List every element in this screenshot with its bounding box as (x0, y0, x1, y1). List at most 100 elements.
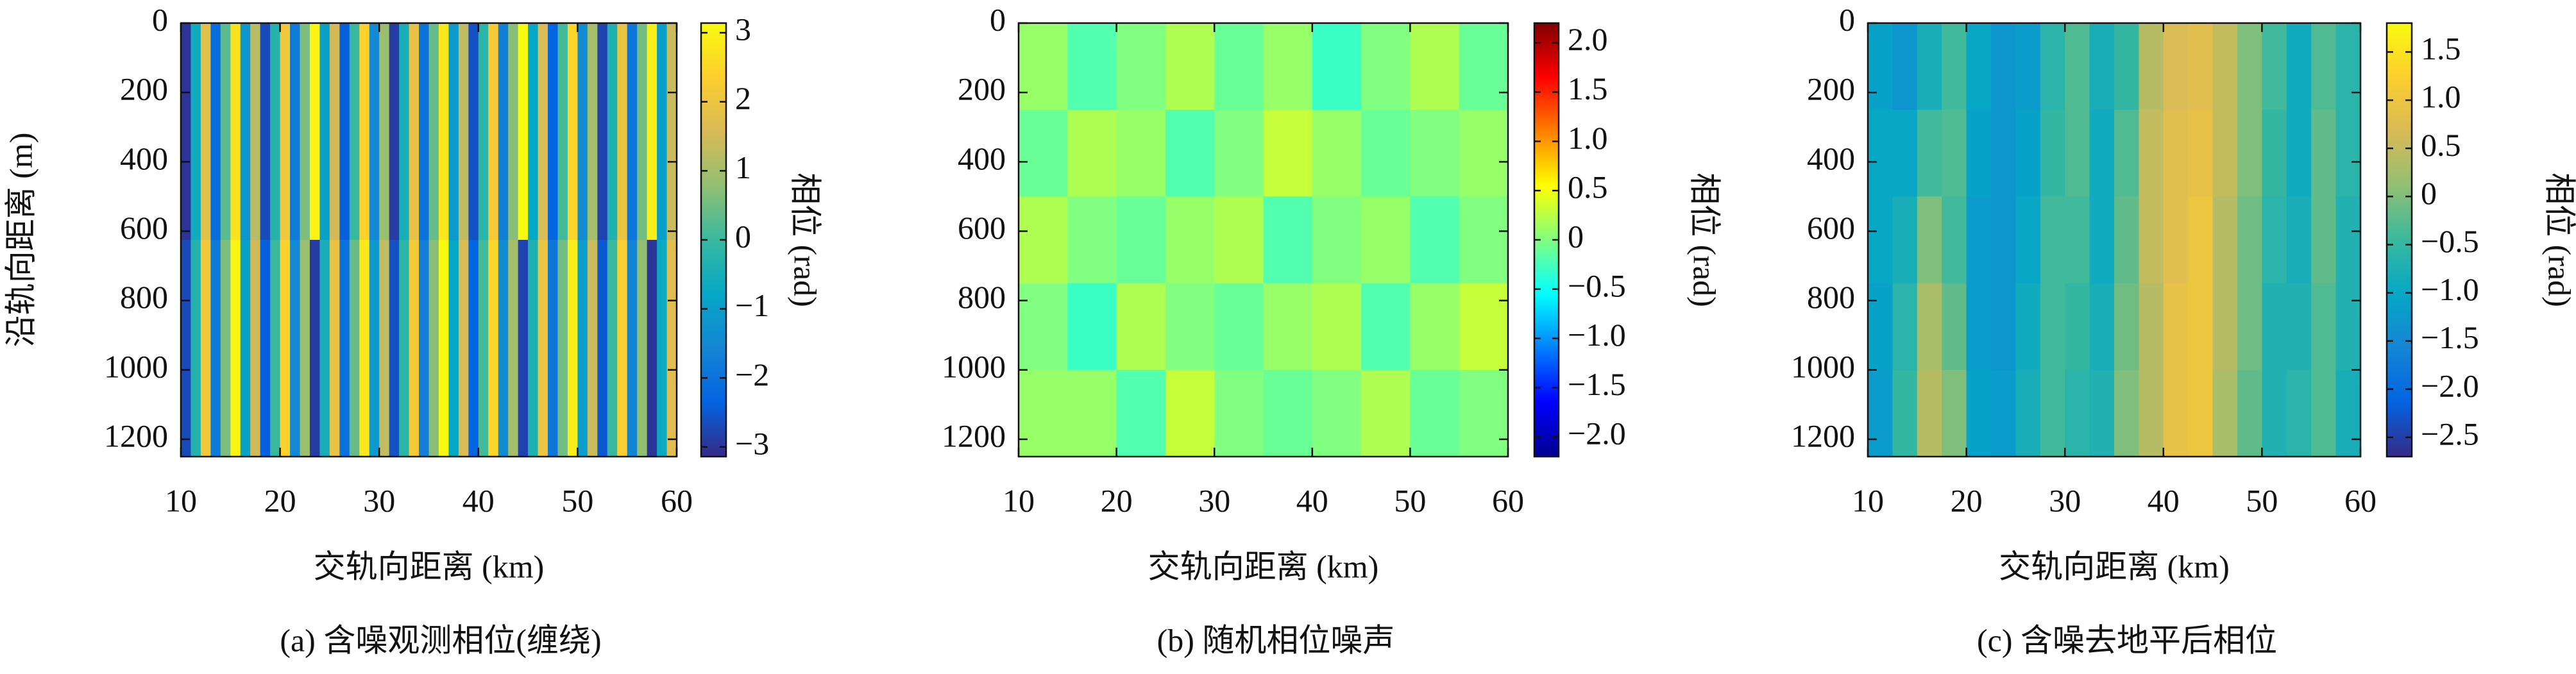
heatmap-cell (181, 240, 192, 457)
heatmap-cell (2015, 23, 2041, 110)
heatmap-cell (369, 240, 380, 457)
heatmap-cell (488, 23, 499, 240)
heatmap-cell (200, 23, 211, 240)
plot-frame (1017, 22, 1509, 458)
heatmap-cell (2237, 110, 2262, 197)
heatmap-cell (290, 240, 301, 457)
heatmap-cell (2262, 23, 2287, 110)
heatmap-cell (1942, 196, 1967, 284)
heatmap-cell (557, 240, 568, 457)
x-tick-label: 60 (1492, 482, 1524, 518)
heatmap-cell (657, 23, 668, 240)
heatmap-cell (319, 240, 330, 457)
x-tick-label: 30 (2049, 482, 2081, 518)
heatmap-cell (2139, 283, 2164, 371)
heatmap-cell (2163, 23, 2189, 110)
x-tick-label: 30 (1198, 482, 1230, 518)
heatmap-cell (1410, 283, 1460, 371)
heatmap-cell (270, 23, 281, 240)
heatmap-cell (448, 240, 459, 457)
heatmap-cell (2089, 369, 2115, 457)
heatmap-cell (2237, 283, 2262, 371)
heatmap-cell (2286, 110, 2312, 197)
heatmap-cell (567, 240, 578, 457)
heatmap-cell (2139, 369, 2164, 457)
heatmap-cell (2311, 283, 2337, 371)
heatmap-cell (1459, 110, 1509, 197)
heatmap-cell (607, 23, 618, 240)
heatmap-cell (1991, 23, 2016, 110)
y-tick-label: 400 (120, 140, 168, 176)
heatmap-cell (2114, 110, 2139, 197)
heatmap-cell (1263, 23, 1313, 110)
heatmap-cell (1312, 23, 1362, 110)
heatmap-cell (1263, 196, 1313, 284)
heatmap-panel (1868, 23, 2361, 457)
x-tick-label: 50 (561, 482, 593, 518)
colorbar-label: 相位 (rad) (1687, 173, 1723, 307)
heatmap-cell (1067, 369, 1117, 457)
heatmap-cell (1361, 23, 1411, 110)
heatmap-cell (438, 240, 450, 457)
heatmap-cell (2335, 23, 2361, 110)
colorbar-frame (2385, 22, 2413, 458)
heatmap-cell (1165, 110, 1215, 197)
heatmap-cell (2188, 110, 2214, 197)
heatmap-cell (518, 240, 529, 457)
y-tick-label: 1200 (104, 417, 168, 453)
heatmap-cell (2114, 23, 2139, 110)
heatmap-cell (250, 240, 261, 457)
heatmap-cell (538, 23, 548, 240)
heatmap-cell (1067, 196, 1117, 284)
heatmap-cell (1868, 283, 1893, 371)
heatmap-cell (538, 240, 548, 457)
heatmap-cell (240, 240, 251, 457)
heatmap-cell (191, 23, 201, 240)
x-tick-label: 10 (165, 482, 197, 518)
heatmap-cell (2139, 110, 2164, 197)
heatmap-cell (567, 23, 578, 240)
heatmap-cell (488, 240, 499, 457)
heatmap-cell (1942, 283, 1967, 371)
heatmap-cell (597, 23, 608, 240)
heatmap-cell (210, 23, 221, 240)
heatmap-cell (2139, 23, 2164, 110)
heatmap-cell (1067, 283, 1117, 371)
heatmap-cell (647, 23, 657, 240)
heatmap-cell (1459, 196, 1509, 284)
heatmap-cell (260, 23, 271, 240)
heatmap-cell (399, 240, 410, 457)
heatmap-cell (2163, 196, 2189, 284)
colorbar (2387, 23, 2412, 457)
heatmap-cell (2139, 196, 2164, 284)
heatmap-cell (2188, 196, 2214, 284)
heatmap-cell (1361, 369, 1411, 457)
heatmap-cell (379, 240, 390, 457)
heatmap-cell (647, 240, 657, 457)
heatmap-cell (1214, 110, 1264, 197)
heatmap-cell (181, 23, 192, 240)
colorbar-tick-label: −0.5 (1568, 267, 1626, 303)
heatmap-cell (2089, 110, 2115, 197)
heatmap-cell (2335, 110, 2361, 197)
heatmap-cell (1459, 369, 1509, 457)
heatmap-cell (468, 240, 479, 457)
heatmap-cell (2212, 196, 2238, 284)
heatmap-cell (1410, 369, 1460, 457)
x-tick-label: 40 (462, 482, 495, 518)
y-tick-label: 0 (990, 1, 1006, 37)
heatmap-cell (1361, 196, 1411, 284)
heatmap-cell (2286, 369, 2312, 457)
heatmap-cell (508, 240, 519, 457)
y-axis-label: 沿轨向距离 (m) (3, 133, 38, 348)
colorbar-tick-label: −2.0 (2421, 367, 2479, 403)
heatmap-cell (230, 240, 241, 457)
heatmap-cell (2188, 23, 2214, 110)
colorbar-tick-label: −1.5 (1568, 366, 1626, 402)
colorbar-tick-label: −2 (735, 357, 769, 392)
heatmap-cell (1361, 110, 1411, 197)
heatmap-cell (548, 240, 559, 457)
heatmap-cell (1966, 196, 1992, 284)
heatmap-cell (220, 240, 231, 457)
